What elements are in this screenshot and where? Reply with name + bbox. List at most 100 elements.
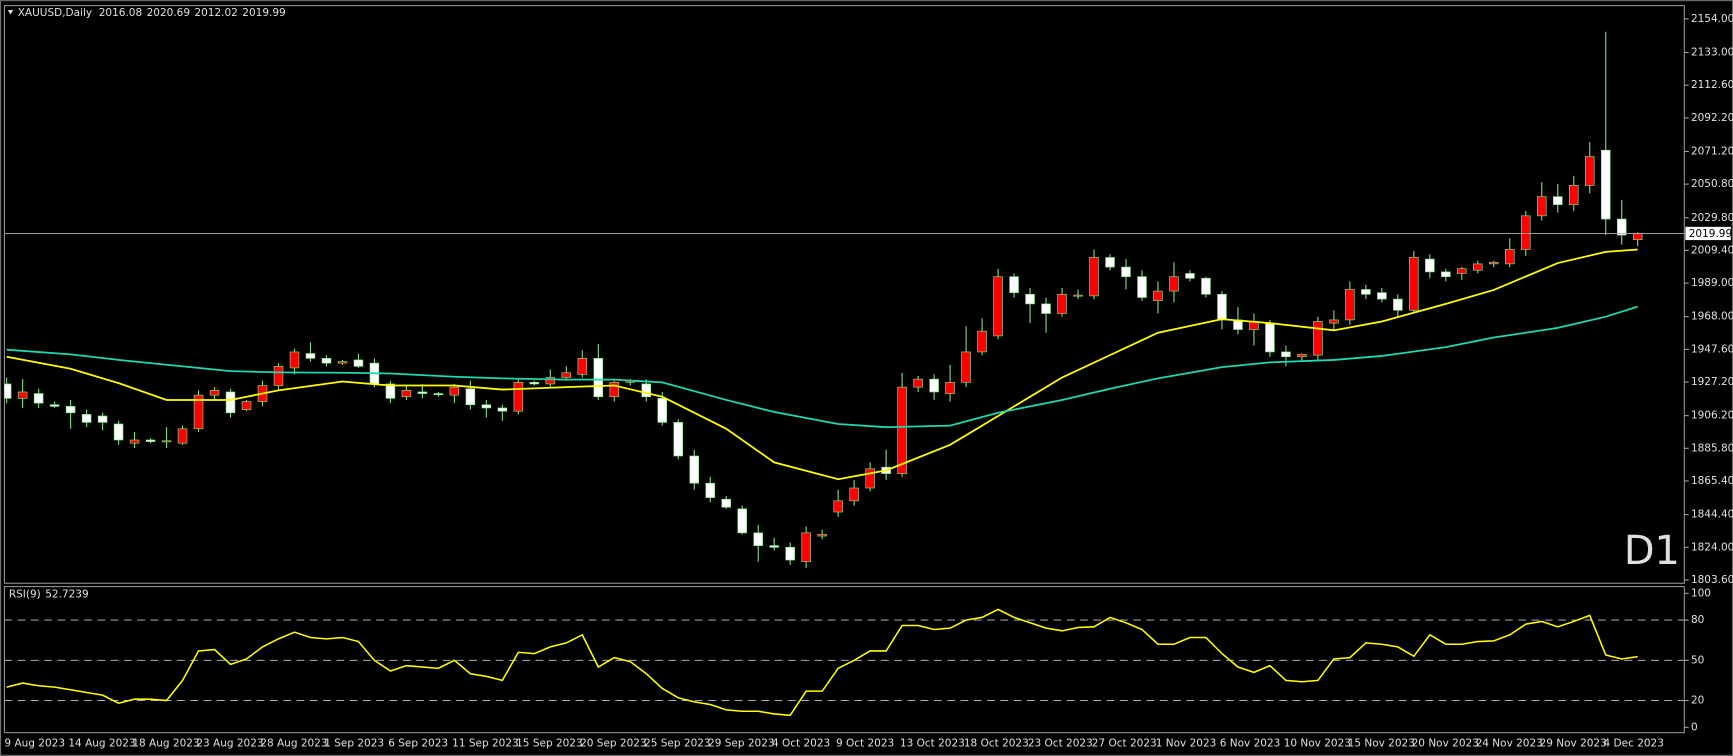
candle-body: [1025, 293, 1035, 305]
candle-body: [161, 440, 172, 443]
candle-body: [1457, 268, 1467, 274]
candle-body: [1169, 276, 1179, 292]
candle-body: [1009, 276, 1019, 294]
candle-body: [705, 482, 716, 498]
candle-body: [657, 398, 668, 423]
candle-body: [977, 330, 987, 353]
candle-body: [289, 351, 300, 369]
x-tick-label: 15 Sep 2023: [516, 738, 583, 750]
x-tick-label: 15 Nov 2023: [1348, 738, 1415, 750]
axes: 2154.00 2133.00 2112.60 2092.20 2071.20 2050.…: [4, 13, 1733, 750]
candle-body: [1393, 298, 1403, 311]
candle-body: [1073, 294, 1083, 297]
y-tick-label: 1927.20: [1691, 376, 1733, 388]
candle-body: [1281, 351, 1291, 358]
candle-body: [1105, 257, 1115, 268]
candle-body: [465, 388, 476, 406]
candle-body: [33, 393, 44, 404]
price-label-box: [1685, 226, 1731, 241]
symbol-title: XAUUSD,Daily: [18, 7, 92, 19]
x-tick-label: 18 Aug 2023: [132, 738, 199, 750]
y-tick-label: 2009.40: [1691, 244, 1733, 256]
y-tick-label: 1968.00: [1691, 311, 1733, 323]
x-tick-label: 14 Aug 2023: [68, 738, 135, 750]
candle-body: [1185, 273, 1195, 279]
y-tick-label: 2154.00: [1691, 13, 1733, 25]
header-high: 2020.69: [147, 7, 190, 19]
candle-body: [929, 378, 939, 393]
x-tick-label: 25 Sep 2023: [644, 738, 711, 750]
candle-body: [545, 377, 556, 385]
x-tick-label: 1 Nov 2023: [1156, 738, 1217, 750]
candle-body: [529, 382, 540, 385]
x-tick-label: 28 Aug 2023: [260, 738, 327, 750]
timeframe-annotation: D1: [1624, 528, 1680, 574]
header-close: 2019.99: [242, 7, 285, 19]
candle-body: [1329, 319, 1339, 324]
x-tick-label: 27 Oct 2023: [1092, 738, 1157, 750]
candle-body: [785, 546, 795, 561]
rsi-plot: [4, 608, 1685, 717]
candle-body: [1537, 196, 1547, 217]
y-tick-label: 2112.60: [1691, 79, 1733, 91]
price-plot: [4, 31, 1685, 569]
candle-body: [945, 382, 955, 394]
candle-body: [1057, 293, 1067, 314]
candle-body: [97, 415, 108, 423]
y-tick-label: 2133.00: [1691, 47, 1733, 59]
candle-body: [721, 498, 731, 508]
candle-body: [241, 401, 252, 410]
y-tick-label: 20: [1691, 695, 1704, 707]
x-tick-label: 6 Nov 2023: [1220, 738, 1281, 750]
x-tick-label: 29 Sep 2023: [708, 738, 775, 750]
candle-body: [1121, 266, 1131, 278]
x-tick-label: 4 Oct 2023: [772, 738, 830, 750]
x-tick-label: 1 Sep 2023: [324, 738, 384, 750]
y-tick-label: 2050.80: [1691, 178, 1733, 190]
candle-body: [993, 276, 1003, 337]
candle-body: [913, 378, 923, 388]
candle-body: [1041, 303, 1051, 314]
candle-body: [561, 372, 572, 378]
candle-body: [401, 390, 412, 398]
candle-body: [1345, 289, 1355, 321]
candle-body: [1473, 263, 1483, 271]
candle-body: [1441, 271, 1451, 278]
header-low: 2012.02: [194, 7, 237, 19]
candle-body: [17, 391, 28, 399]
x-tick-label: 29 Nov 2023: [1540, 738, 1607, 750]
candle-body: [817, 534, 827, 537]
x-tick-label: 9 Aug 2023: [4, 738, 65, 750]
y-tick-label: 2029.80: [1691, 212, 1733, 224]
candle-body: [609, 382, 620, 398]
candle-body: [305, 353, 316, 359]
y-tick-label: 80: [1691, 614, 1704, 626]
y-tick-label: 1989.00: [1691, 277, 1733, 289]
x-tick-label: 9 Oct 2023: [836, 738, 894, 750]
y-tick-label: 50: [1691, 654, 1704, 666]
candle-body: [273, 366, 284, 386]
y-tick-label: 1803.60: [1691, 574, 1733, 586]
candle-body: [65, 406, 76, 414]
candle-body: [753, 532, 763, 546]
candle-body: [193, 394, 204, 430]
rsi-title: RSI(9): [9, 588, 41, 600]
candle-body: [81, 414, 92, 423]
menu-triangle[interactable]: [7, 10, 14, 15]
candle-body: [769, 545, 779, 548]
candle-body: [513, 382, 524, 412]
candle-body: [417, 391, 428, 394]
candle-body: [897, 386, 907, 474]
y-tick-label: 1885.80: [1691, 442, 1733, 454]
header-open: 2016.08: [99, 7, 142, 19]
candle-body: [145, 439, 156, 442]
candle-body: [1377, 292, 1387, 300]
candle-body: [1089, 257, 1099, 297]
candle-body: [337, 361, 348, 364]
y-tick-label: 1824.00: [1691, 541, 1733, 553]
candle-body: [433, 393, 444, 395]
y-tick-label: 0: [1691, 721, 1698, 733]
